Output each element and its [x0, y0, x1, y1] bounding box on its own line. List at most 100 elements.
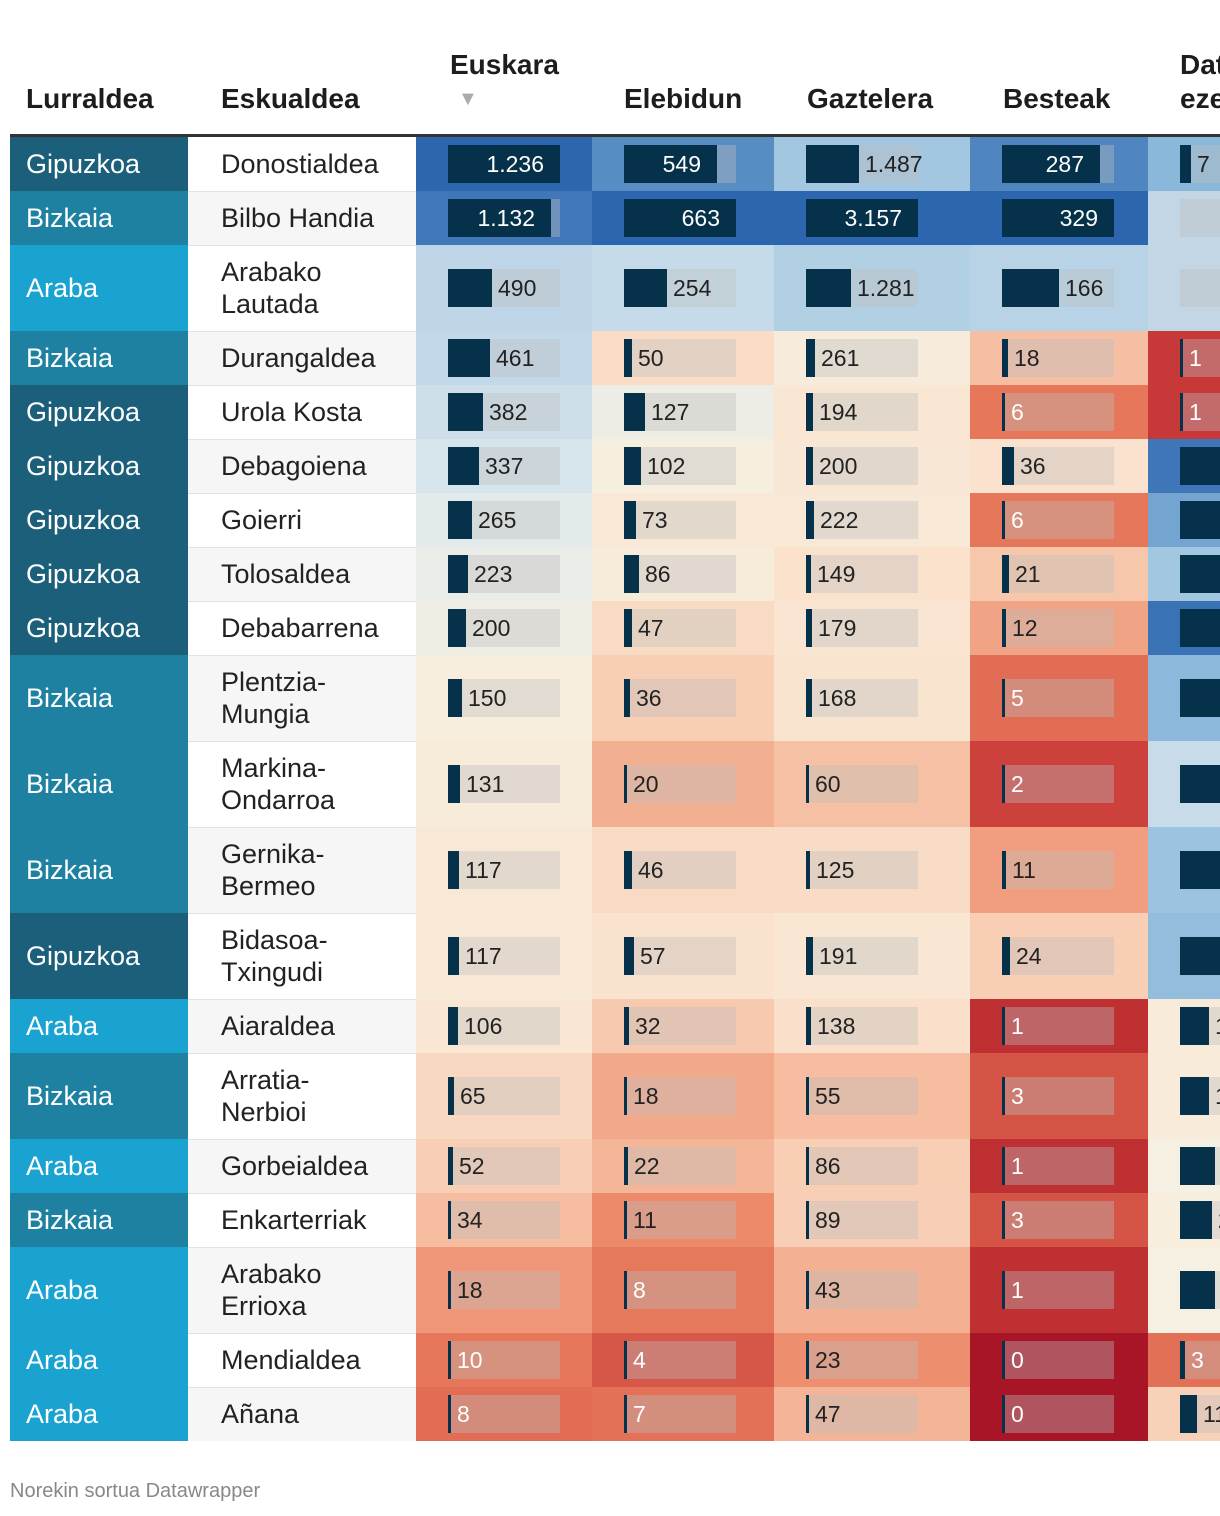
- bar-track: 191: [806, 937, 918, 975]
- value-cell-euskara: 65: [416, 1053, 592, 1139]
- value-bar: [1180, 339, 1183, 377]
- bar-track: 3.157: [806, 199, 918, 237]
- value-cell-gaztelera: 1.281: [774, 245, 970, 331]
- value-label: 32: [635, 1013, 661, 1039]
- value-label: 3.157: [844, 205, 902, 231]
- value-cell-elebidun: 86: [592, 547, 774, 601]
- column-header-5[interactable]: Besteak: [1003, 30, 1201, 134]
- footer-credit[interactable]: Norekin sortua Datawrapper: [10, 1480, 261, 1502]
- value-cell-gaztelera: 222: [774, 493, 970, 547]
- bar-track: 55: [806, 1077, 918, 1115]
- column-header-2[interactable]: Euskara ▼: [450, 30, 646, 134]
- value-label: 7: [633, 1401, 646, 1427]
- value-bar: [624, 145, 717, 183]
- value-cell-besteak: 1: [970, 1247, 1148, 1333]
- value-cell-datu-ezezagunak: 19: [1148, 1053, 1220, 1139]
- value-cell-elebidun: 22: [592, 1139, 774, 1193]
- bar-track: 73: [624, 501, 736, 539]
- value-label: 24: [1016, 943, 1042, 969]
- bar-track: 106: [448, 1007, 560, 1045]
- bar-track: 265: [448, 501, 560, 539]
- bar-track: 125: [806, 851, 918, 889]
- value-cell-gaztelera: 55: [774, 1053, 970, 1139]
- lurraldea-cell: Gipuzkoa: [10, 439, 188, 493]
- bar-track: [1180, 199, 1220, 237]
- lurraldea-cell: Araba: [10, 1333, 188, 1387]
- value-label: 131: [466, 771, 505, 797]
- bar-track: 36: [624, 679, 736, 717]
- bar-track: 11: [624, 1201, 736, 1239]
- value-cell-euskara: 117: [416, 913, 592, 999]
- bar-track: 89: [806, 1201, 918, 1239]
- bar-track: 1.236: [448, 145, 560, 183]
- lurraldea-cell: Bizkaia: [10, 655, 188, 741]
- bar-track: 57: [624, 937, 736, 975]
- column-header-3[interactable]: Elebidun: [624, 30, 826, 134]
- value-label: 21: [1015, 561, 1041, 587]
- value-label: 46: [638, 857, 664, 883]
- row-divider: [188, 493, 416, 494]
- value-cell-besteak: 21: [970, 547, 1148, 601]
- bar-track: 21: [1002, 555, 1114, 593]
- value-bar: [448, 339, 490, 377]
- value-bar: [1180, 393, 1183, 431]
- column-header-1[interactable]: Eskualdea: [221, 30, 469, 134]
- bar-track: 1: [1002, 1271, 1114, 1309]
- value-bar: [624, 1007, 629, 1045]
- bar-track: 549: [624, 145, 736, 183]
- lurraldea-cell: Araba: [10, 245, 188, 331]
- value-cell-datu-ezezagunak: 55: [1148, 827, 1220, 913]
- value-label: 1.281: [857, 275, 915, 301]
- eskualdea-label: Markina-Ondarroa: [221, 753, 336, 815]
- value-label: 19: [1215, 1077, 1220, 1115]
- eskualdea-label: Debagoiena: [221, 451, 367, 481]
- value-label: 191: [819, 943, 858, 969]
- column-header-6[interactable]: Datu ezezagunak: [1180, 30, 1220, 134]
- value-cell-euskara: 10: [416, 1333, 592, 1387]
- eskualdea-label: Enkarterriak: [221, 1205, 367, 1235]
- bar-track: 6: [1002, 393, 1114, 431]
- column-header-4[interactable]: Gaztelera: [807, 30, 1023, 134]
- value-bar: [1180, 679, 1220, 717]
- value-cell-gaztelera: 1.487: [774, 137, 970, 191]
- value-label: 73: [642, 507, 668, 533]
- bar-track: 1.132: [448, 199, 560, 237]
- value-label: 3: [1191, 1347, 1204, 1373]
- value-bar: [448, 1077, 454, 1115]
- value-label: 168: [818, 685, 857, 711]
- eskualdea-label: Arratia-Nerbioi: [221, 1065, 310, 1127]
- eskualdea-cell: Arratia-Nerbioi: [188, 1053, 416, 1139]
- value-cell-euskara: 337: [416, 439, 592, 493]
- row-divider: [188, 439, 416, 440]
- lurraldea-cell: Gipuzkoa: [10, 493, 188, 547]
- bar-track: 65: [448, 1077, 560, 1115]
- value-label: 1.487: [865, 151, 923, 177]
- value-bar: [448, 609, 466, 647]
- bar-track: 1.281: [806, 269, 918, 307]
- value-bar: [806, 1147, 809, 1185]
- bar-track: 1.487: [806, 145, 923, 183]
- value-bar: [448, 1395, 451, 1433]
- value-bar: [1002, 1147, 1005, 1185]
- value-label: 382: [489, 399, 528, 425]
- value-cell-datu-ezezagunak: [1148, 245, 1220, 331]
- value-label: 8: [633, 1277, 646, 1303]
- bar-track: 86: [624, 555, 736, 593]
- value-label: 1: [1189, 345, 1202, 371]
- value-bar: [448, 1341, 451, 1379]
- bar-track: 150: [448, 679, 560, 717]
- value-cell-besteak: 3: [970, 1193, 1148, 1247]
- value-bar: [806, 1271, 809, 1309]
- value-cell-besteak: 287: [970, 137, 1148, 191]
- value-bar: [806, 393, 813, 431]
- value-cell-elebidun: 20: [592, 741, 774, 827]
- value-label: 65: [460, 1083, 486, 1109]
- bar-track: 8: [624, 1271, 736, 1309]
- value-bar: [806, 447, 813, 485]
- value-label: 461: [496, 345, 535, 371]
- value-cell-besteak: 6: [970, 385, 1148, 439]
- bar-track: 10: [448, 1341, 560, 1379]
- value-bar: [1002, 555, 1009, 593]
- lurraldea-cell: Bizkaia: [10, 827, 188, 913]
- column-header-0[interactable]: Lurraldea: [26, 30, 224, 134]
